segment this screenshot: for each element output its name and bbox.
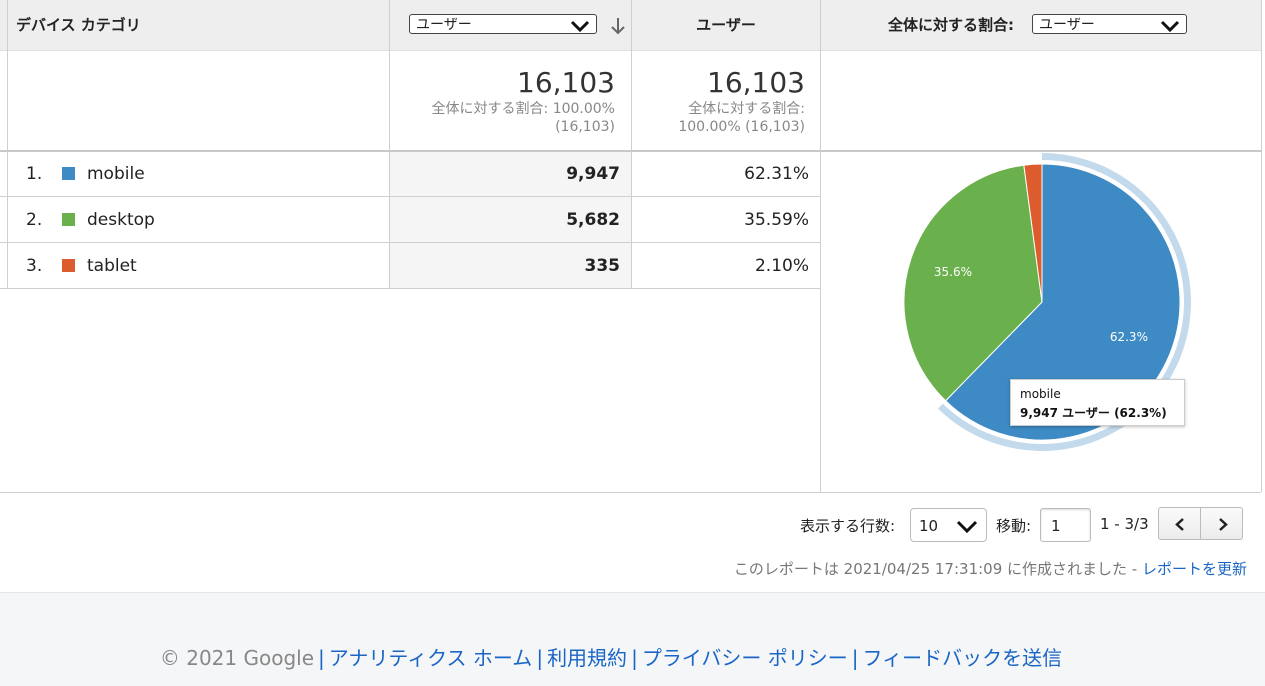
privacy-policy-link[interactable]: プライバシー ポリシー <box>641 646 848 670</box>
goto-page-input[interactable]: 1 <box>1040 508 1091 542</box>
row-index: 2. <box>26 210 43 230</box>
prev-page-button[interactable] <box>1158 507 1201 540</box>
rows-per-page-value: 10 <box>919 517 939 535</box>
chevron-down-icon <box>1160 20 1180 32</box>
total-users-percent-2: 全体に対する割合: <box>688 101 805 117</box>
pie-slice-tablet[interactable] <box>1023 163 1043 303</box>
total-users-percent: 全体に対する割合: 100.00% <box>431 101 615 117</box>
row-device-name[interactable]: tablet <box>87 256 137 276</box>
row-index: 1. <box>26 164 43 184</box>
divider <box>0 150 1261 152</box>
row-users: 335 <box>584 256 621 276</box>
divider <box>0 288 820 289</box>
chevron-right-icon <box>1219 518 1228 531</box>
terms-link[interactable]: 利用規約 <box>547 646 628 670</box>
send-feedback-link[interactable]: フィードバックを送信 <box>862 646 1063 670</box>
pie-slice-desktop[interactable] <box>903 164 1043 402</box>
chevron-left-icon <box>1175 518 1184 531</box>
row-device-name[interactable]: mobile <box>87 164 145 184</box>
tooltip-title: mobile <box>1020 387 1061 401</box>
metric-column-bg <box>390 152 631 288</box>
row-percent: 35.59% <box>744 210 809 230</box>
row-percent: 62.31% <box>744 164 809 184</box>
tooltip-body: 9,947 ユーザー (62.3%) <box>1020 406 1167 420</box>
report-generated-note: このレポートは 2021/04/25 17:31:09 に作成されました - レ… <box>734 558 1247 579</box>
chevron-down-icon <box>956 520 978 533</box>
total-users-count-2: 100.00% (16,103) <box>678 119 805 135</box>
divider <box>820 0 821 492</box>
copyright: © 2021 Google <box>159 646 314 670</box>
metric-select-value: ユーザー <box>416 17 472 33</box>
percent-label: 全体に対する割合: <box>888 16 1014 34</box>
analytics-home-link[interactable]: アナリティクス ホーム <box>328 646 533 670</box>
sort-down-arrow-icon[interactable] <box>610 16 626 36</box>
pie-chart[interactable]: 62.3% 35.6% <box>822 152 1260 490</box>
row-users: 5,682 <box>566 210 620 230</box>
divider <box>389 0 390 288</box>
divider <box>7 0 8 288</box>
pie-label-desktop: 35.6% <box>934 265 972 279</box>
row-device-name[interactable]: desktop <box>87 210 155 230</box>
report-timestamp-text: このレポートは 2021/04/25 17:31:09 に作成されました - <box>733 560 1138 578</box>
total-users-value-2: 16,103 <box>707 66 805 99</box>
metric-select[interactable]: ユーザー <box>409 14 597 34</box>
users-column-header[interactable]: ユーザー <box>696 16 756 34</box>
next-page-button[interactable] <box>1200 507 1243 540</box>
divider <box>0 242 820 243</box>
footer-links: © 2021 Google | アナリティクス ホーム | 利用規約 | プライバシー ポリ… <box>159 646 1063 670</box>
divider <box>0 196 820 197</box>
desktop-color-swatch <box>62 213 75 226</box>
tablet-color-swatch <box>62 259 75 272</box>
total-users-count: (16,103) <box>555 119 615 135</box>
rows-per-page-select[interactable]: 10 <box>910 508 987 542</box>
goto-page-value: 1 <box>1051 517 1061 535</box>
percent-select-value: ユーザー <box>1039 17 1095 33</box>
row-users: 9,947 <box>566 164 620 184</box>
chevron-down-icon <box>570 20 590 32</box>
divider <box>631 0 632 288</box>
refresh-report-link[interactable]: レポートを更新 <box>1141 560 1247 578</box>
divider <box>1261 0 1262 492</box>
goto-label: 移動: <box>996 517 1032 535</box>
percent-metric-select[interactable]: ユーザー <box>1032 14 1187 34</box>
mobile-color-swatch <box>62 167 75 180</box>
pie-slice-mobile[interactable] <box>944 163 1181 441</box>
page-footer <box>0 592 1265 686</box>
pie-label-mobile: 62.3% <box>1110 330 1148 344</box>
rows-per-page-label: 表示する行数: <box>800 517 896 535</box>
chart-tooltip: mobile 9,947 ユーザー (62.3%) <box>1010 379 1185 426</box>
row-index: 3. <box>26 256 43 276</box>
row-percent: 2.10% <box>754 256 809 276</box>
divider <box>0 492 1261 493</box>
total-users-value: 16,103 <box>517 66 615 99</box>
page-range: 1 - 3/3 <box>1100 515 1149 533</box>
device-category-header[interactable]: デバイス カテゴリ <box>16 16 141 34</box>
